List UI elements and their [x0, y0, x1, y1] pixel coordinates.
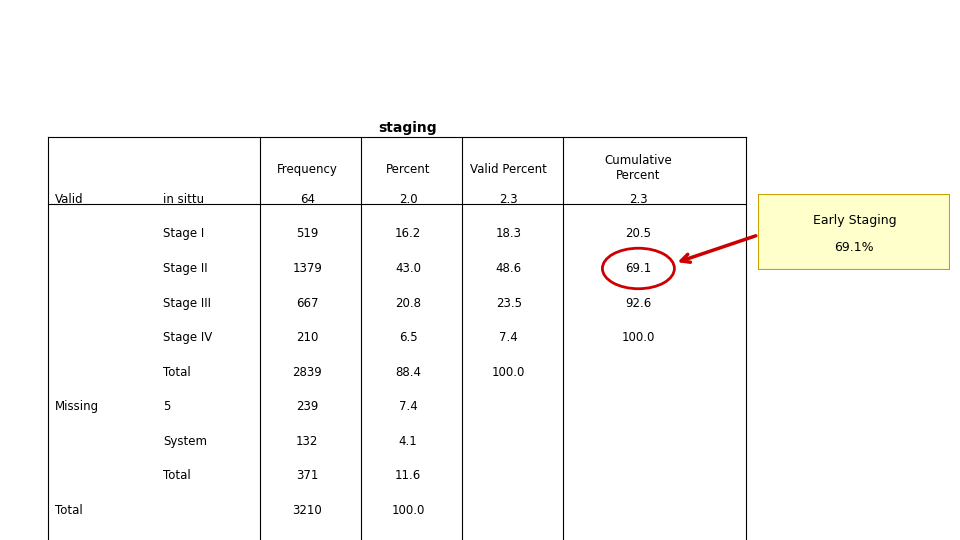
Text: 16.2: 16.2 [395, 227, 421, 240]
Text: 371: 371 [296, 469, 319, 482]
Text: 667: 667 [296, 296, 319, 309]
Text: 18.3: 18.3 [495, 227, 522, 240]
Text: 2839: 2839 [293, 366, 322, 379]
Text: 2.3: 2.3 [499, 193, 518, 206]
Text: Total: Total [56, 504, 83, 517]
Text: Frequency: Frequency [276, 163, 338, 176]
Text: 92.6: 92.6 [625, 296, 652, 309]
Text: 100.0: 100.0 [392, 504, 424, 517]
Text: Cumulative: Cumulative [605, 154, 672, 167]
Text: 132: 132 [296, 435, 319, 448]
Text: 100.0: 100.0 [622, 331, 655, 344]
Text: 100.0: 100.0 [492, 366, 525, 379]
Text: 239: 239 [296, 400, 319, 413]
Text: 88.4: 88.4 [395, 366, 421, 379]
Text: System: System [163, 435, 207, 448]
Text: Stage IV: Stage IV [163, 331, 212, 344]
Text: Stage II: Stage II [163, 262, 207, 275]
Text: Missing: Missing [56, 400, 99, 413]
Text: 20.5: 20.5 [625, 227, 652, 240]
Text: Stage III: Stage III [163, 296, 211, 309]
Text: 6.5: 6.5 [398, 331, 418, 344]
Text: staging: staging [378, 120, 438, 134]
FancyBboxPatch shape [758, 194, 950, 270]
Text: Valid: Valid [56, 193, 84, 206]
Text: Percent: Percent [616, 169, 660, 182]
Text: Valid Percent: Valid Percent [470, 163, 547, 176]
Text: 7.4: 7.4 [398, 400, 418, 413]
Text: 3210: 3210 [293, 504, 322, 517]
Text: 64: 64 [300, 193, 315, 206]
Text: 20.8: 20.8 [395, 296, 421, 309]
Text: 519: 519 [296, 227, 319, 240]
Text: Percent: Percent [386, 163, 430, 176]
Text: 11.6: 11.6 [395, 469, 421, 482]
Text: 2.3: 2.3 [629, 193, 648, 206]
Text: 2.0: 2.0 [398, 193, 418, 206]
Text: Early Staging: Early Staging [812, 214, 897, 227]
Text: 7.4: 7.4 [499, 331, 518, 344]
Text: Stage I: Stage I [163, 227, 204, 240]
Text: 1379: 1379 [292, 262, 323, 275]
Text: 69.1: 69.1 [625, 262, 652, 275]
Text: 69.1%: 69.1% [834, 241, 875, 254]
Text: 23.5: 23.5 [495, 296, 522, 309]
Text: 5: 5 [163, 400, 171, 413]
Text: 48.6: 48.6 [495, 262, 522, 275]
Text: 210: 210 [296, 331, 319, 344]
Text: Breat Cancer Staging (phase 1): Breat Cancer Staging (phase 1) [19, 37, 660, 70]
Text: 43.0: 43.0 [395, 262, 421, 275]
Text: Total: Total [163, 366, 191, 379]
Text: in sittu: in sittu [163, 193, 204, 206]
Text: 4.1: 4.1 [398, 435, 418, 448]
Text: Total: Total [163, 469, 191, 482]
